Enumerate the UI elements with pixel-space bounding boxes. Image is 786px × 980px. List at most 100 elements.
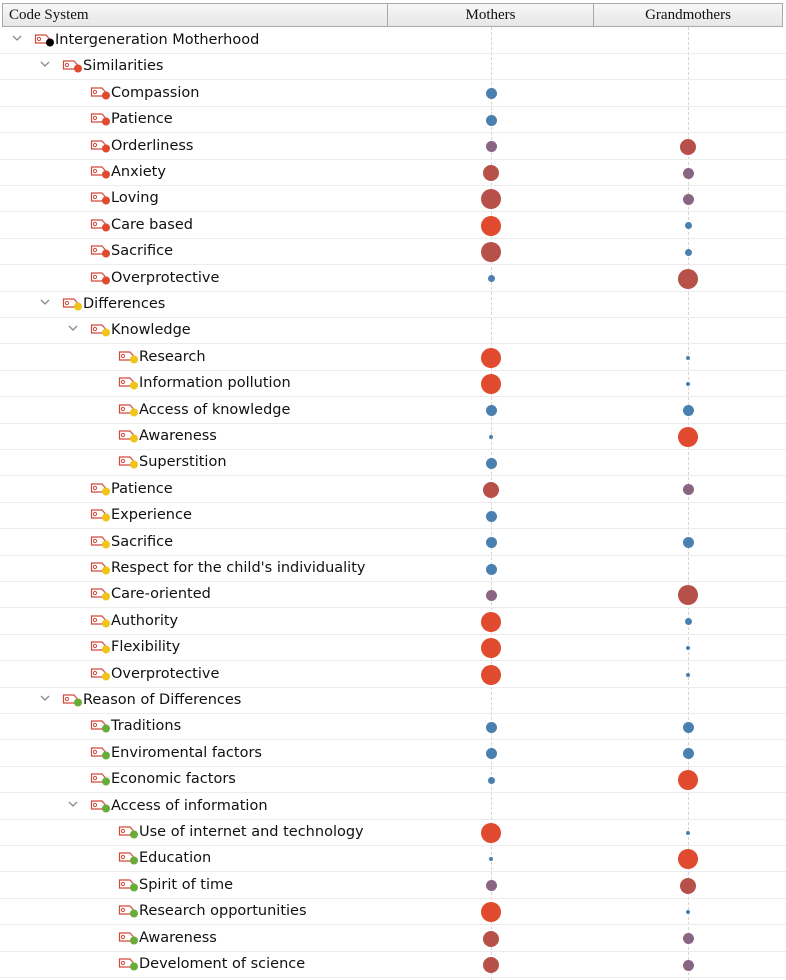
mothers-count-dot[interactable]	[481, 611, 501, 632]
code-row[interactable]: Awareness	[0, 926, 786, 952]
mothers-count-dot[interactable]	[489, 857, 493, 862]
mothers-count-dot[interactable]	[481, 374, 501, 395]
chevron-down-icon[interactable]	[40, 297, 50, 307]
code-row[interactable]: Traditions	[0, 714, 786, 741]
column-header-mothers[interactable]: Mothers	[387, 3, 594, 27]
code-row[interactable]: Economic factors	[0, 767, 786, 794]
code-row[interactable]: Similarities	[0, 54, 786, 81]
column-header-grandmothers[interactable]: Grandmothers	[593, 3, 783, 27]
grandmothers-count-dot[interactable]	[682, 405, 694, 417]
grandmothers-count-dot[interactable]	[686, 355, 690, 360]
mothers-count-dot[interactable]	[481, 347, 501, 368]
grandmothers-count-dot[interactable]	[678, 268, 698, 289]
mothers-count-dot[interactable]	[483, 165, 499, 181]
mothers-count-dot[interactable]	[481, 215, 501, 236]
code-row[interactable]: Access of information	[0, 794, 786, 820]
code-row[interactable]: Use of internet and technology	[0, 820, 786, 846]
code-row[interactable]: Patience	[0, 107, 786, 134]
code-row[interactable]: Superstition	[0, 450, 786, 477]
code-row[interactable]: Research opportunities	[0, 899, 786, 926]
mothers-count-dot[interactable]	[481, 664, 501, 685]
grandmothers-count-dot[interactable]	[682, 193, 694, 205]
mothers-count-dot[interactable]	[485, 721, 497, 733]
grandmothers-count-dot[interactable]	[682, 721, 694, 733]
column-header-code-system[interactable]: Code System	[2, 3, 388, 27]
mothers-count-dot[interactable]	[485, 457, 497, 469]
code-row[interactable]: Care based	[0, 213, 786, 239]
grandmothers-count-dot[interactable]	[682, 537, 694, 549]
grandmothers-count-dot[interactable]	[686, 382, 690, 387]
code-row[interactable]: Overprotective	[0, 662, 786, 688]
mothers-count-dot[interactable]	[481, 902, 501, 923]
code-row[interactable]: Respect for the child's individuality	[0, 556, 786, 582]
mothers-count-dot[interactable]	[483, 957, 499, 973]
code-row[interactable]: Sacrifice	[0, 530, 786, 556]
chevron-down-icon[interactable]	[68, 323, 78, 333]
grandmothers-count-dot[interactable]	[678, 770, 698, 791]
grandmothers-count-dot[interactable]	[682, 748, 694, 760]
code-row[interactable]: Anxiety	[0, 160, 786, 186]
code-row[interactable]: Care-oriented	[0, 582, 786, 609]
chevron-down-icon[interactable]	[68, 799, 78, 809]
grandmothers-count-dot[interactable]	[678, 849, 698, 870]
code-row[interactable]: Information pollution	[0, 371, 786, 398]
mothers-count-dot[interactable]	[485, 880, 497, 892]
grandmothers-count-dot[interactable]	[678, 427, 698, 447]
code-row[interactable]: Differences	[0, 292, 786, 318]
code-row[interactable]: Knowledge	[0, 318, 786, 345]
grandmothers-count-dot[interactable]	[678, 585, 698, 606]
code-row[interactable]: Enviromental factors	[0, 741, 786, 767]
code-row[interactable]: Sacrifice	[0, 239, 786, 266]
mothers-count-dot[interactable]	[481, 189, 501, 210]
code-row[interactable]: Spirit of time	[0, 873, 786, 899]
grandmothers-count-dot[interactable]	[686, 910, 690, 915]
grandmothers-count-dot[interactable]	[682, 959, 694, 971]
grandmothers-count-dot[interactable]	[680, 138, 696, 155]
mothers-count-dot[interactable]	[485, 589, 497, 601]
mothers-count-dot[interactable]	[485, 563, 497, 575]
chevron-down-icon[interactable]	[40, 693, 50, 703]
mothers-count-dot[interactable]	[487, 776, 495, 784]
mothers-count-dot[interactable]	[487, 275, 495, 283]
chevron-down-icon[interactable]	[40, 59, 50, 69]
grandmothers-count-dot[interactable]	[680, 877, 696, 894]
grandmothers-count-dot[interactable]	[686, 646, 690, 651]
code-row[interactable]: Access of knowledge	[0, 398, 786, 424]
mothers-count-dot[interactable]	[481, 638, 501, 659]
grandmothers-count-dot[interactable]	[686, 831, 690, 835]
mothers-count-dot[interactable]	[483, 930, 499, 947]
mothers-count-dot[interactable]	[485, 405, 497, 417]
mothers-count-dot[interactable]	[481, 242, 501, 263]
code-row[interactable]: Develoment of science	[0, 952, 786, 978]
code-row[interactable]: Reason of Differences	[0, 688, 786, 714]
code-row[interactable]: Intergeneration Motherhood	[0, 28, 786, 54]
chevron-down-icon[interactable]	[12, 33, 22, 43]
mothers-count-dot[interactable]	[485, 748, 497, 760]
code-row[interactable]: Patience	[0, 477, 786, 503]
code-row[interactable]: Flexibility	[0, 635, 786, 662]
mothers-count-dot[interactable]	[483, 481, 499, 498]
mothers-count-dot[interactable]	[485, 510, 497, 522]
grandmothers-count-dot[interactable]	[684, 618, 692, 626]
mothers-count-dot[interactable]	[485, 114, 497, 126]
mothers-count-dot[interactable]	[485, 88, 497, 100]
grandmothers-count-dot[interactable]	[684, 248, 692, 256]
grandmothers-count-dot[interactable]	[682, 933, 694, 945]
code-row[interactable]: Orderliness	[0, 134, 786, 160]
code-row[interactable]: Awareness	[0, 424, 786, 450]
mothers-count-dot[interactable]	[489, 435, 493, 439]
grandmothers-count-dot[interactable]	[686, 672, 690, 677]
code-row[interactable]: Experience	[0, 503, 786, 530]
mothers-count-dot[interactable]	[485, 537, 497, 549]
grandmothers-count-dot[interactable]	[684, 222, 692, 230]
code-row[interactable]: Education	[0, 846, 786, 873]
code-row[interactable]: Compassion	[0, 81, 786, 107]
code-row[interactable]: Research	[0, 345, 786, 371]
code-row[interactable]: Loving	[0, 186, 786, 213]
code-row[interactable]: Authority	[0, 609, 786, 635]
grandmothers-count-dot[interactable]	[682, 484, 694, 496]
mothers-count-dot[interactable]	[481, 823, 501, 843]
code-row[interactable]: Overprotective	[0, 266, 786, 292]
mothers-count-dot[interactable]	[485, 141, 497, 153]
grandmothers-count-dot[interactable]	[682, 167, 694, 179]
